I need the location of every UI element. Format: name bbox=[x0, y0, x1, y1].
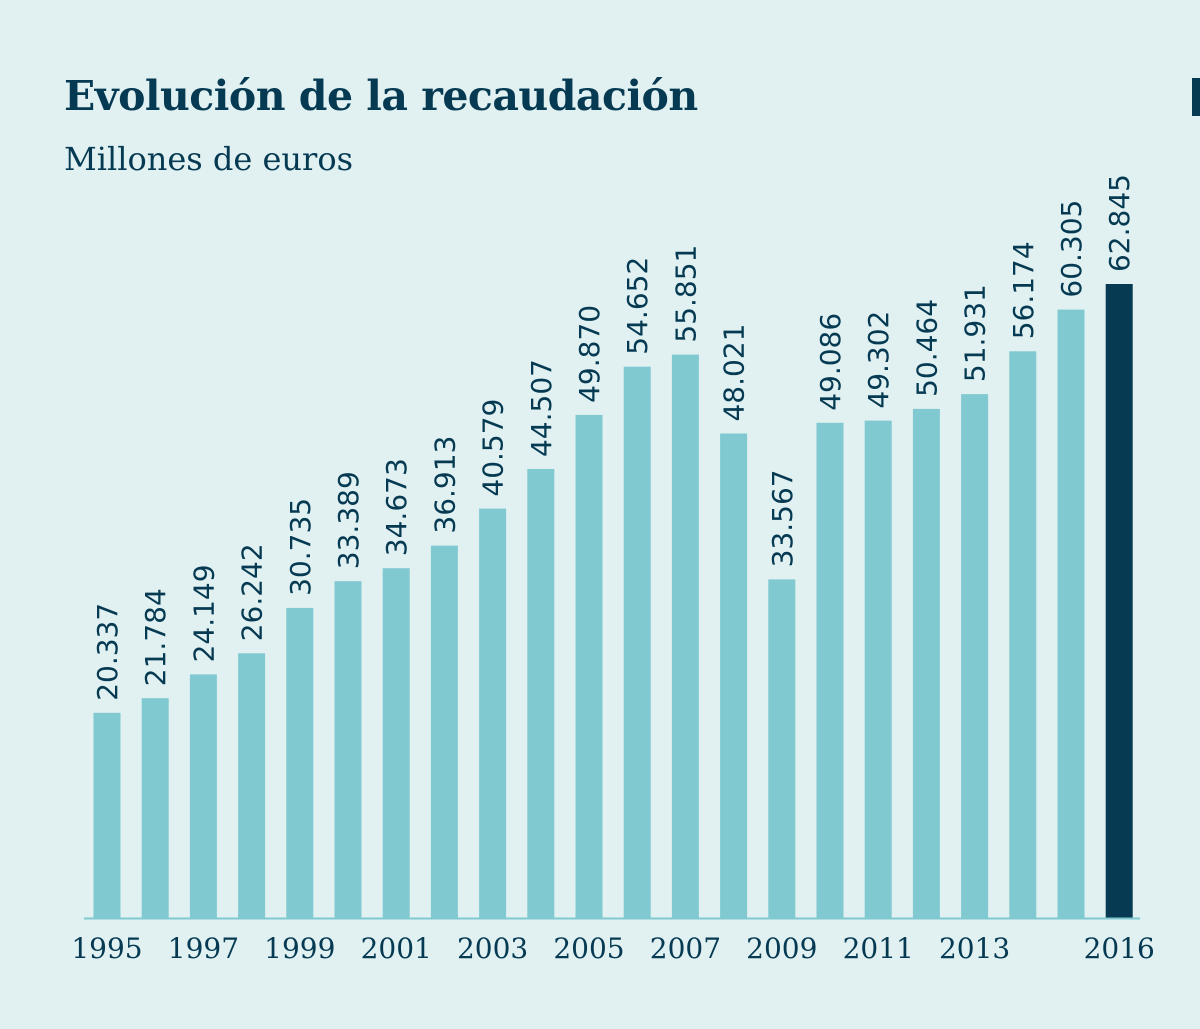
value-label-2003: 40.579 bbox=[477, 399, 510, 497]
bar-1998 bbox=[238, 653, 266, 918]
value-label-2009: 33.567 bbox=[766, 469, 799, 567]
bar-2011 bbox=[864, 420, 892, 918]
bar-2007 bbox=[671, 354, 699, 919]
bar-2001 bbox=[382, 568, 410, 918]
x-tick-label-2011: 2011 bbox=[843, 932, 914, 965]
value-label-2013: 51.931 bbox=[959, 284, 992, 382]
bar-1997 bbox=[189, 674, 217, 918]
value-label-2000: 33.389 bbox=[332, 471, 365, 569]
bar-2005 bbox=[575, 414, 603, 918]
bar-2002 bbox=[430, 545, 458, 918]
bar-2003 bbox=[479, 508, 507, 918]
x-tick-label-1997: 1997 bbox=[168, 932, 239, 965]
value-label-1999: 30.735 bbox=[284, 498, 317, 596]
bar-1996 bbox=[141, 698, 169, 918]
chart-title: Evolución de la recaudación bbox=[64, 72, 698, 120]
value-label-2002: 36.913 bbox=[428, 436, 461, 534]
value-label-2014: 56.174 bbox=[1007, 241, 1040, 339]
value-label-2006: 54.652 bbox=[621, 257, 654, 355]
bar-2013 bbox=[961, 394, 989, 919]
value-label-2011: 49.302 bbox=[862, 311, 895, 409]
x-tick-label-2005: 2005 bbox=[553, 932, 624, 965]
value-label-2012: 50.464 bbox=[910, 299, 943, 397]
cropped-edge-mark bbox=[1192, 78, 1200, 116]
value-label-2004: 44.507 bbox=[525, 359, 558, 457]
x-tick-label-2016: 2016 bbox=[1084, 932, 1155, 965]
bar-2006 bbox=[623, 366, 651, 918]
value-label-2010: 49.086 bbox=[814, 313, 847, 411]
x-tick-label-1995: 1995 bbox=[71, 932, 142, 965]
value-label-1998: 26.242 bbox=[236, 543, 269, 641]
x-tick-label-2009: 2009 bbox=[746, 932, 817, 965]
bar-2004 bbox=[527, 469, 555, 918]
bar-2010 bbox=[816, 422, 844, 918]
bar-2008 bbox=[720, 433, 748, 918]
bar-2016 bbox=[1105, 284, 1133, 918]
value-label-2008: 48.021 bbox=[718, 324, 751, 422]
bar-2009 bbox=[768, 579, 796, 918]
x-tick-label-2003: 2003 bbox=[457, 932, 528, 965]
x-tick-labels-group: 1995 1997 1999 2001 2003 2005 2007 2009 2011 2013… bbox=[71, 932, 1154, 965]
value-label-1995: 20.337 bbox=[91, 603, 124, 701]
value-label-2001: 34.673 bbox=[380, 458, 413, 556]
bar-1995 bbox=[93, 712, 121, 918]
value-label-2007: 55.851 bbox=[669, 245, 702, 343]
value-label-1996: 21.784 bbox=[139, 588, 172, 686]
bar-2000 bbox=[334, 581, 362, 918]
x-tick-label-2001: 2001 bbox=[361, 932, 432, 965]
bars-group bbox=[93, 284, 1133, 919]
bar-2014 bbox=[1009, 351, 1037, 918]
value-label-1997: 24.149 bbox=[187, 564, 220, 662]
bar-2015 bbox=[1057, 309, 1085, 919]
bar-1999 bbox=[286, 607, 314, 918]
chart-subtitle: Millones de euros bbox=[64, 140, 353, 178]
value-label-2005: 49.870 bbox=[573, 305, 606, 403]
x-tick-label-2007: 2007 bbox=[650, 932, 721, 965]
x-tick-label-1999: 1999 bbox=[264, 932, 335, 965]
bar-2012 bbox=[912, 408, 940, 918]
value-label-2016: 62.845 bbox=[1103, 174, 1136, 272]
x-tick-label-2013: 2013 bbox=[939, 932, 1010, 965]
value-labels-group: 20.337 21.784 24.149 26.242 30.735 33.389 34.6… bbox=[91, 174, 1136, 701]
value-label-2015: 60.305 bbox=[1055, 200, 1088, 298]
